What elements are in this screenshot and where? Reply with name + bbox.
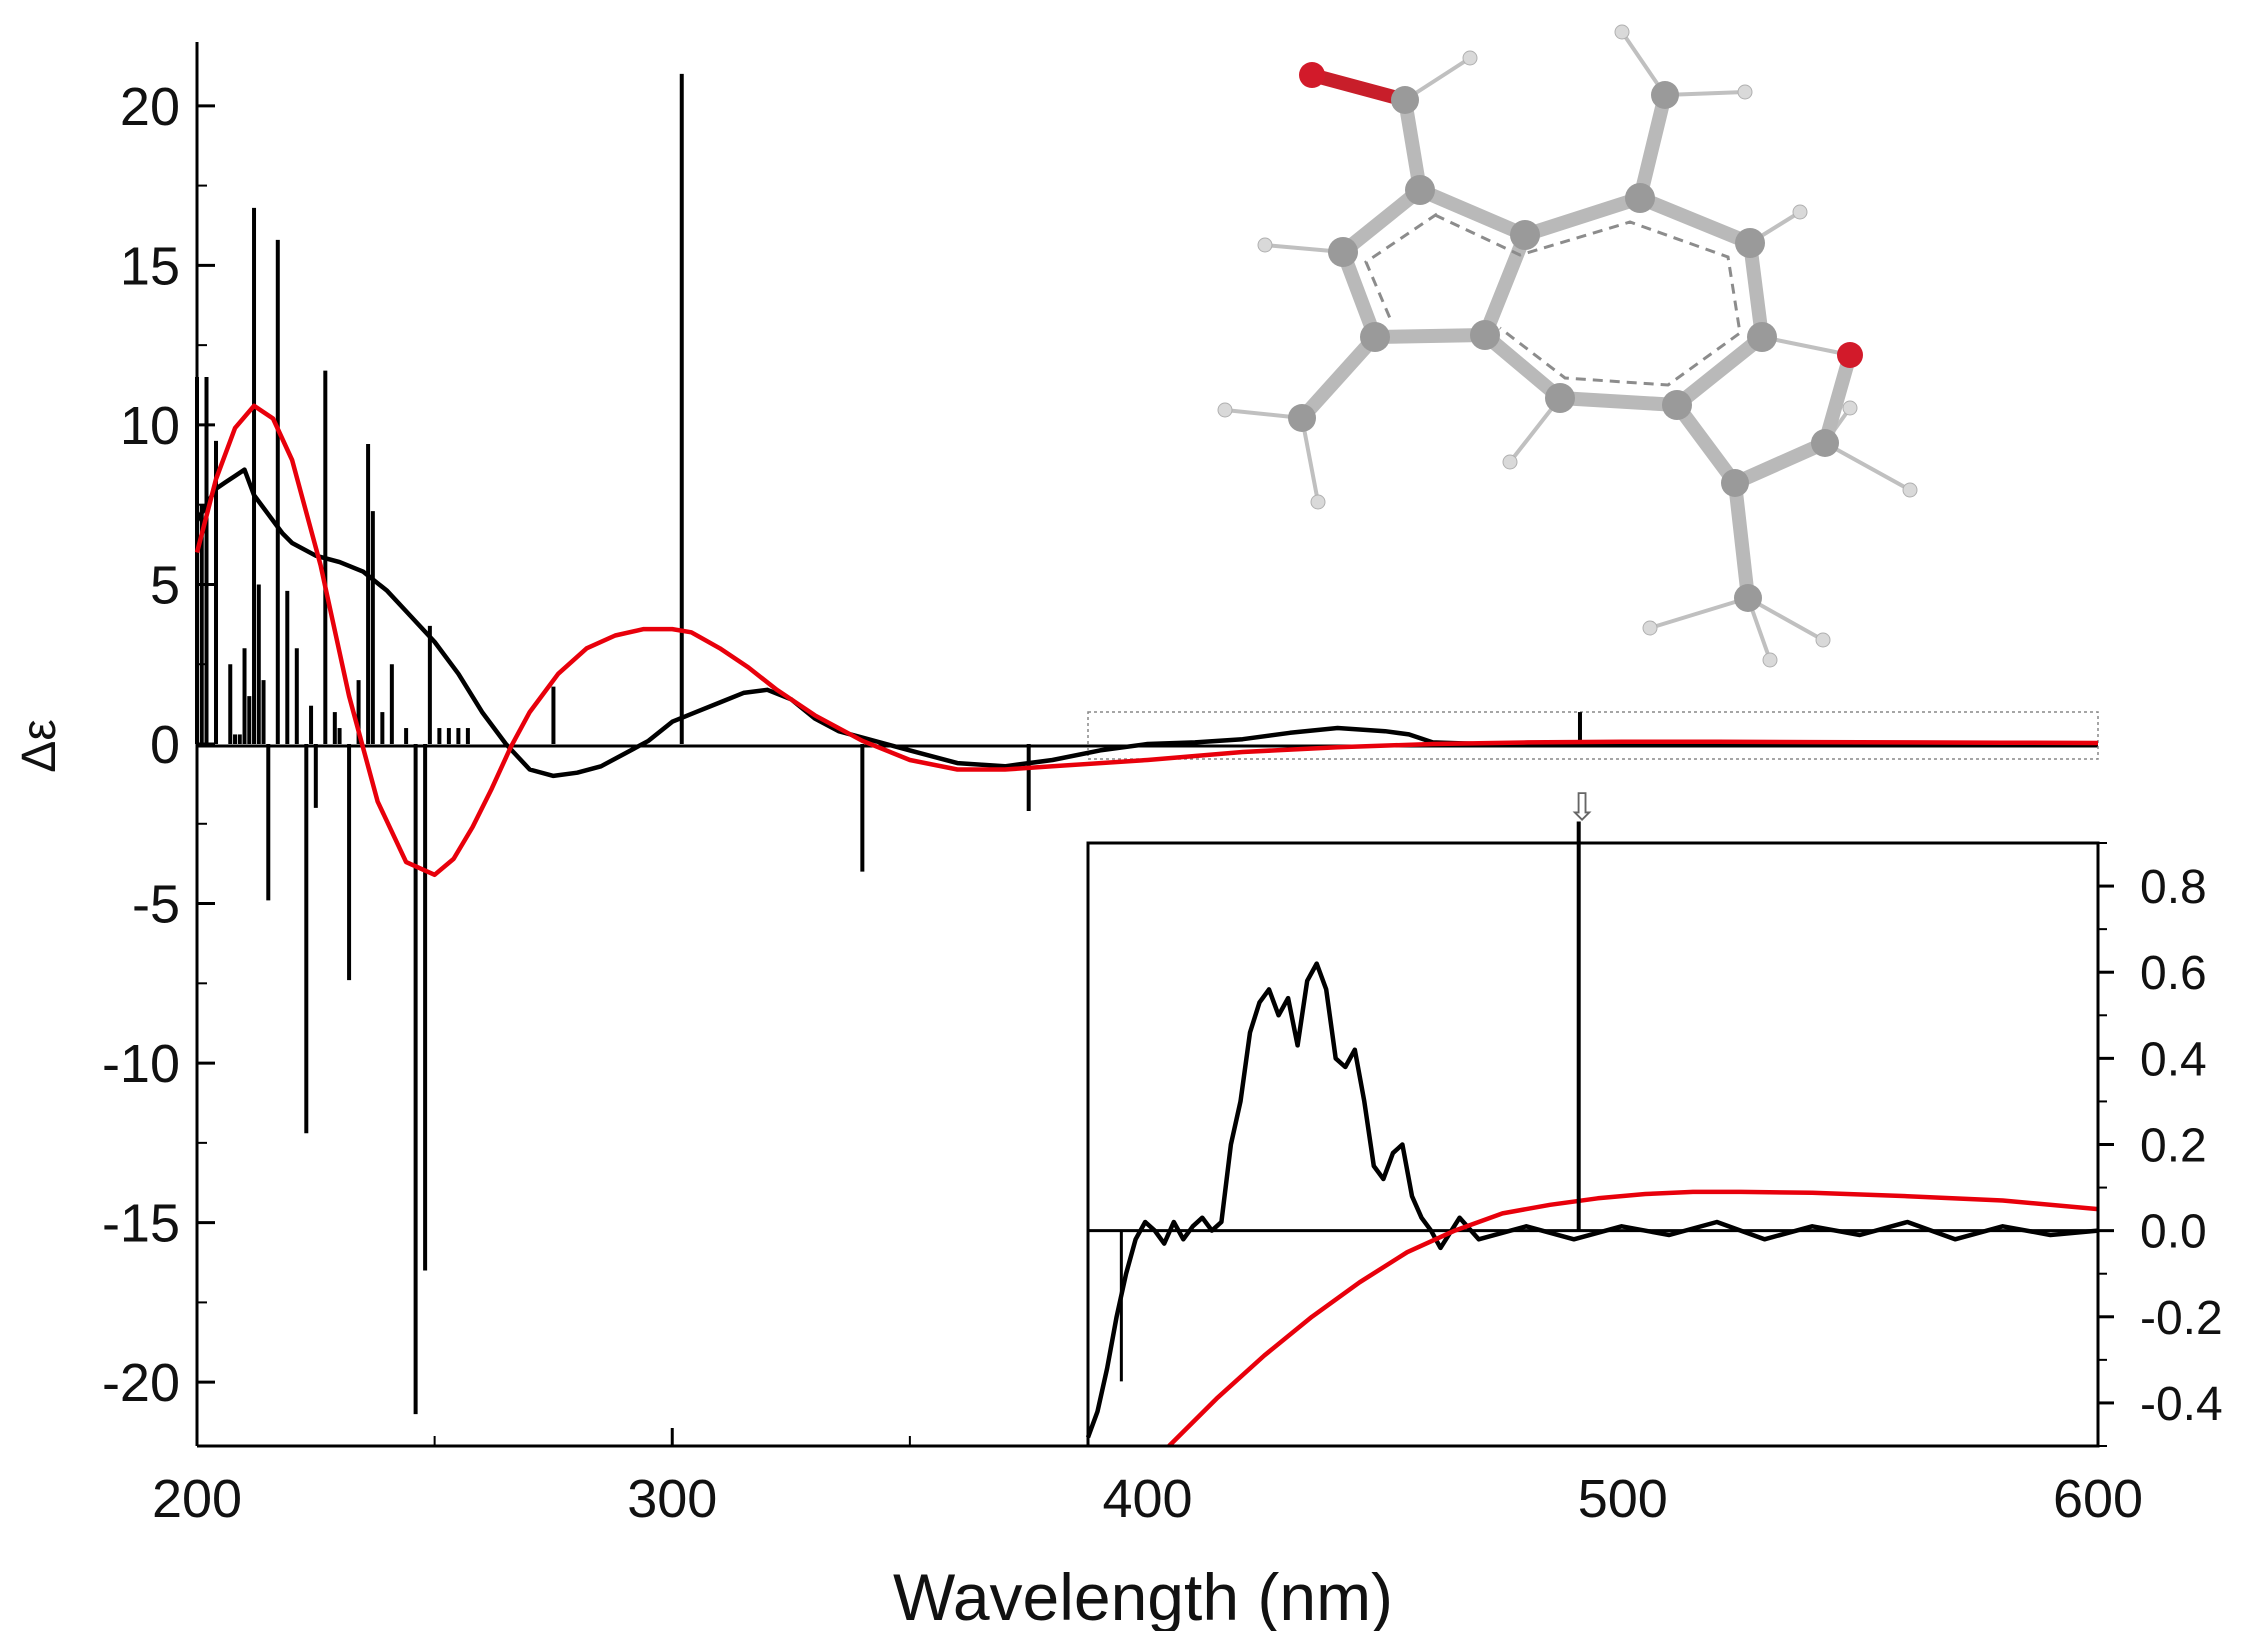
x-tick-label: 200 [152, 1469, 242, 1529]
main-axis-ticks: 200 300 400 500 600 20 15 10 5 0 -5 -10 -15 -20 [102, 77, 2143, 1529]
x-tick-label: 600 [2053, 1469, 2143, 1529]
main-calculated-curve [194, 403, 2099, 878]
inset-y-tick-label: 0.2 [2140, 1120, 2207, 1173]
y-tick-label: 5 [150, 555, 180, 615]
inset-y-tick-label: 0.6 [2140, 947, 2207, 1000]
inset-y-tick-label: 0.4 [2140, 1033, 2207, 1086]
y-tick-label: -10 [102, 1034, 180, 1094]
x-tick-label: 400 [1102, 1469, 1192, 1529]
y-tick-label: -15 [102, 1194, 180, 1254]
inset-calculated-curve [1167, 1189, 2099, 1448]
inset-panel-background [1088, 843, 2098, 1446]
y-tick-label: 20 [120, 77, 180, 137]
main-experimental-curve [195, 467, 2098, 779]
x-tick-label: 300 [627, 1469, 717, 1529]
x-axis-title: Wavelength (nm) [893, 1560, 1393, 1631]
molecule-structure-illustration [1217, 24, 1918, 668]
y-axis-title: Δε [13, 719, 66, 772]
inset-y-tick-label: -0.4 [2140, 1378, 2223, 1431]
inset-stick-spectrum [1119, 821, 1581, 1382]
inset-y-tick-label: 0.8 [2140, 861, 2207, 914]
y-tick-label: -20 [102, 1353, 180, 1413]
inset-experimental-curve [1085, 961, 2099, 1439]
inset-y-tick-label: -0.2 [2140, 1292, 2223, 1345]
x-tick-label: 500 [1578, 1469, 1668, 1529]
inset-series-lines [1085, 961, 2099, 1448]
y-tick-label: 15 [120, 236, 180, 296]
inset-pointer-arrow: ⇩ [1566, 785, 1598, 829]
inset-region-marker [1087, 711, 2099, 760]
inset-axis-ticks: 0.8 0.6 0.4 0.2 0.0 -0.2 -0.4 [2098, 842, 2223, 1447]
y-tick-label: 0 [150, 715, 180, 775]
y-tick-label: -5 [132, 875, 180, 935]
inset-y-tick-label: 0.0 [2140, 1206, 2207, 1259]
main-series-lines [194, 403, 2099, 878]
y-tick-label: 10 [120, 396, 180, 456]
